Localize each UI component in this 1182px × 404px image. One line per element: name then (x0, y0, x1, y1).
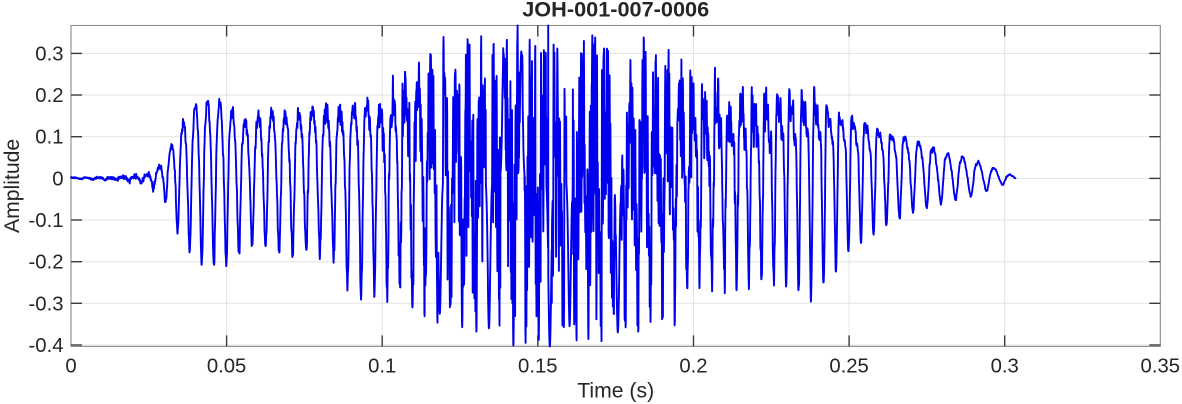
svg-text:0.05: 0.05 (207, 356, 246, 378)
svg-text:0.3: 0.3 (991, 356, 1019, 378)
svg-text:0.2: 0.2 (35, 85, 63, 107)
svg-text:0.15: 0.15 (518, 356, 557, 378)
svg-text:JOH-001-007-0006: JOH-001-007-0006 (522, 0, 709, 22)
svg-text:-0.3: -0.3 (29, 293, 64, 315)
svg-text:0.2: 0.2 (679, 356, 707, 378)
svg-text:0.3: 0.3 (35, 43, 63, 65)
svg-text:-0.2: -0.2 (29, 252, 64, 274)
svg-text:0.35: 0.35 (1141, 356, 1180, 378)
svg-text:0.25: 0.25 (829, 356, 868, 378)
svg-text:-0.1: -0.1 (29, 210, 64, 232)
svg-text:0: 0 (52, 168, 63, 190)
svg-text:-0.4: -0.4 (29, 335, 64, 357)
svg-text:0.1: 0.1 (368, 356, 396, 378)
svg-text:Amplitude: Amplitude (1, 139, 24, 233)
svg-text:0.1: 0.1 (35, 127, 63, 149)
svg-text:0: 0 (65, 356, 76, 378)
svg-text:Time (s): Time (s) (577, 380, 654, 403)
